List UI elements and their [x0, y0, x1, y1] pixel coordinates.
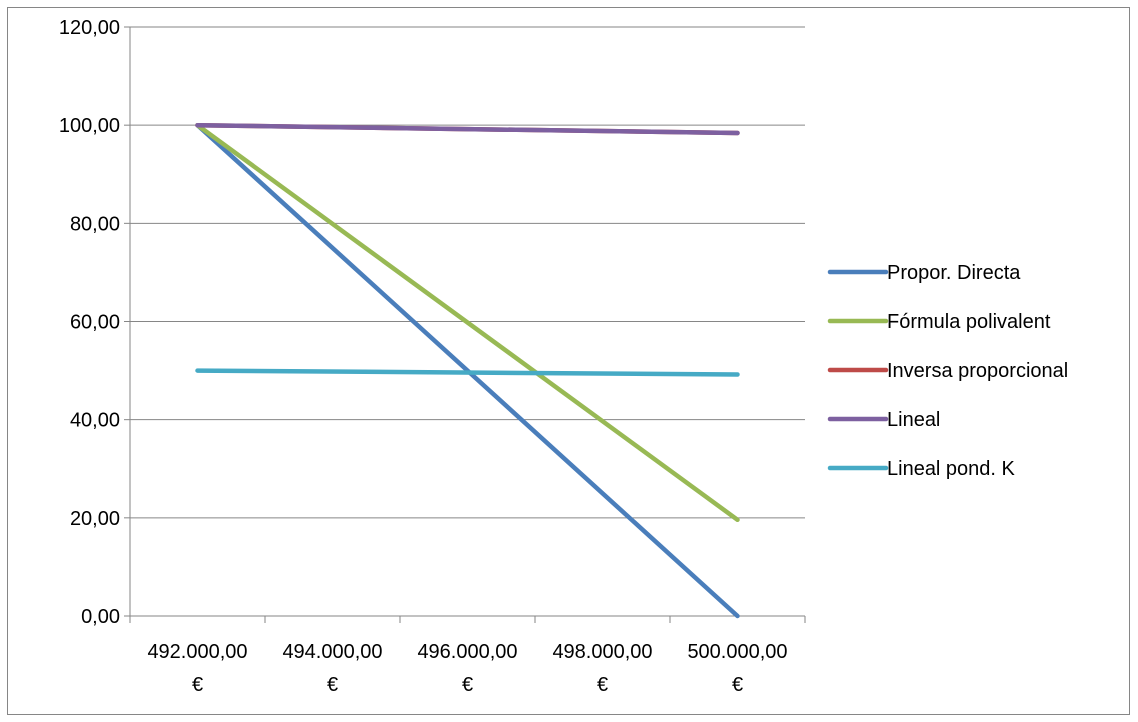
legend-label: Lineal: [887, 409, 940, 431]
legend-label: Propor. Directa: [887, 262, 1021, 284]
series-line: [195, 122, 740, 523]
legend-label: Fórmula polivalent: [887, 311, 1051, 333]
legend-label: Lineal pond. K: [887, 458, 1016, 480]
x-tick-label: 496.000,00 €: [417, 641, 517, 696]
y-tick-label: 0,00: [81, 606, 120, 628]
y-tick-label: 120,00: [59, 17, 120, 39]
y-tick-label: 80,00: [70, 213, 120, 235]
y-tick-label: 40,00: [70, 410, 120, 432]
series-line: [195, 368, 740, 377]
x-tick-label: 498.000,00 €: [552, 641, 652, 696]
x-tick-label: 500.000,00 €: [687, 641, 787, 696]
x-tick-label: 494.000,00 €: [282, 641, 382, 696]
y-tick-label: 60,00: [70, 312, 120, 334]
legend-label: Inversa proporcional: [887, 360, 1068, 382]
x-tick-label: 492.000,00 €: [147, 641, 247, 696]
y-tick-label: 20,00: [70, 508, 120, 530]
series-line: [195, 122, 740, 136]
y-tick-label: 100,00: [59, 115, 120, 137]
